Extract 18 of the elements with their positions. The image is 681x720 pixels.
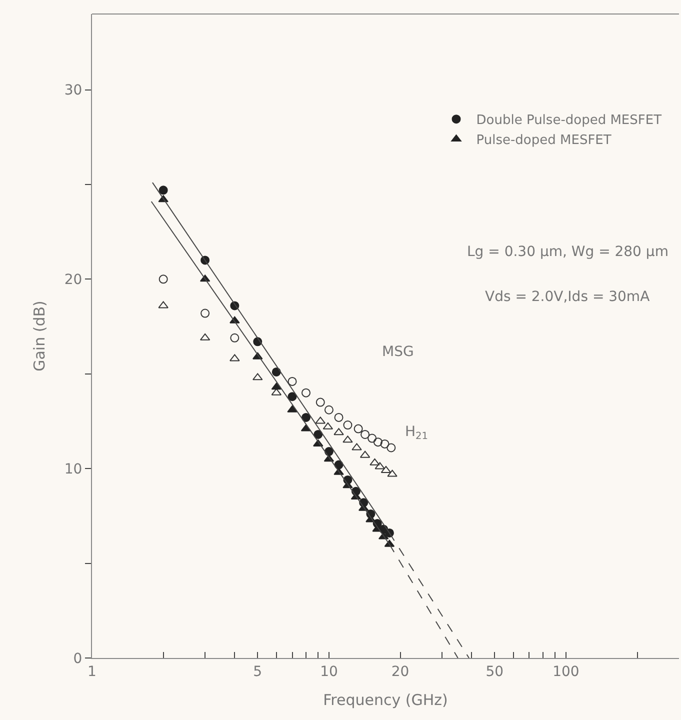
x-tick-label: 50 bbox=[486, 664, 504, 680]
y-tick-label: 20 bbox=[64, 272, 82, 288]
annotation: MSG bbox=[382, 344, 414, 360]
x-tick-label: 5 bbox=[253, 664, 262, 680]
annotation: Lg = 0.30 μm, Wg = 280 μm bbox=[467, 244, 668, 260]
y-tick-label: 30 bbox=[64, 82, 82, 99]
y-tick-label: 10 bbox=[64, 461, 82, 478]
x-tick-label: 100 bbox=[552, 664, 580, 680]
x-tick-label: 1 bbox=[88, 664, 96, 680]
y-tick-label: 0 bbox=[73, 650, 82, 667]
annotation: Vds = 2.0V,Ids = 30mA bbox=[485, 289, 650, 305]
annotation: H$_{21}$ bbox=[405, 424, 428, 442]
x-tick-label: 10 bbox=[320, 664, 338, 680]
x-tick-label: 20 bbox=[391, 664, 410, 680]
legend-label: Double Pulse-doped MESFET bbox=[476, 113, 662, 128]
x-axis-title: Frequency (GHz) bbox=[323, 690, 448, 709]
legend-label: Pulse-doped MESFET bbox=[476, 133, 612, 148]
y-axis-title: Gain (dB) bbox=[30, 300, 49, 372]
